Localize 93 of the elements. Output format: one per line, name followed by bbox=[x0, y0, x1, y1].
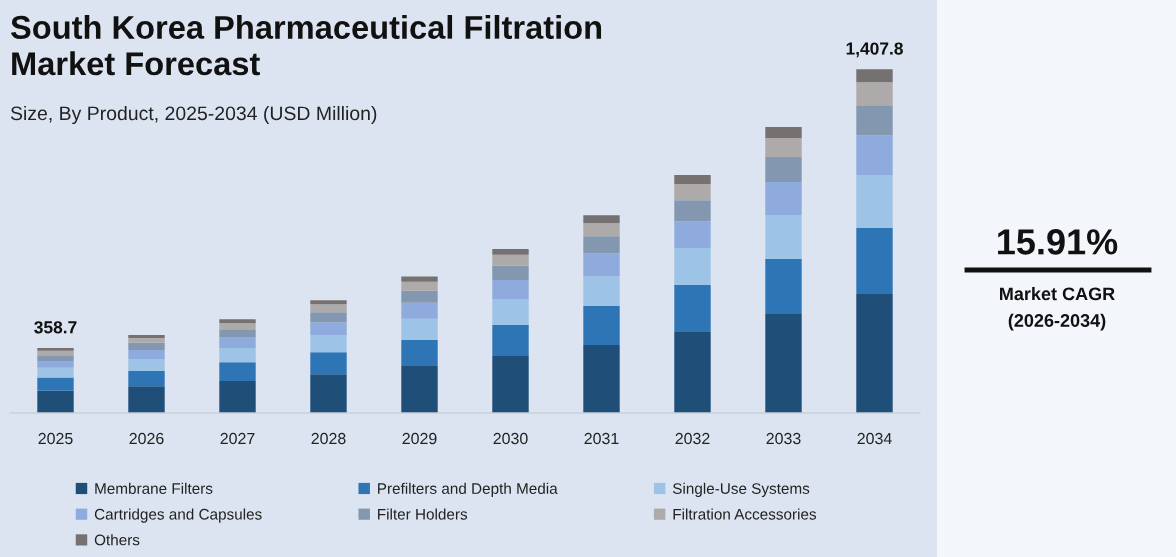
bar bbox=[674, 184, 711, 201]
bar bbox=[856, 294, 893, 413]
bar bbox=[37, 367, 74, 378]
bar bbox=[128, 371, 165, 387]
legend-label: Single-Use Systems bbox=[672, 482, 810, 497]
legend-label: Membrane Filters bbox=[95, 482, 213, 494]
bar bbox=[856, 135, 893, 176]
annotation: 1,407.8 bbox=[846, 42, 903, 58]
x-tick-label: 2030 bbox=[493, 432, 528, 445]
bar bbox=[401, 318, 438, 340]
bar bbox=[219, 337, 256, 349]
x-tick-label: 2033 bbox=[766, 432, 801, 445]
bar bbox=[219, 348, 256, 363]
x-tick-label: 2031 bbox=[584, 432, 619, 445]
bar bbox=[401, 281, 438, 291]
text: Size, By Product, 2025-2034 (USD Million) bbox=[10, 105, 377, 125]
x-tick-label: 2025 bbox=[38, 432, 73, 445]
bar bbox=[856, 175, 893, 229]
legend-label: Prefilters and Depth Media bbox=[378, 482, 558, 497]
x-tick-label: 2032 bbox=[675, 432, 710, 445]
bar bbox=[310, 374, 347, 413]
bar bbox=[37, 377, 74, 391]
bar bbox=[219, 319, 256, 324]
bar bbox=[583, 236, 620, 254]
x-tick-label: 2034 bbox=[857, 432, 892, 445]
bar bbox=[856, 69, 893, 83]
bar bbox=[219, 329, 256, 338]
bar bbox=[674, 200, 711, 222]
bar bbox=[401, 276, 438, 282]
legend-label: Filtration Accessories bbox=[673, 508, 817, 520]
bar bbox=[128, 334, 165, 339]
annotation: 358.7 bbox=[34, 321, 77, 334]
bar bbox=[583, 306, 620, 345]
bar bbox=[583, 253, 620, 277]
bar bbox=[492, 249, 529, 255]
text: 15.91% bbox=[998, 229, 1118, 255]
bar bbox=[310, 312, 347, 323]
bar bbox=[219, 381, 256, 413]
chart-title: South Korea Pharmaceutical Filtration Market Forecast bbox=[10, 15, 602, 76]
bar bbox=[401, 290, 438, 303]
bar bbox=[674, 285, 711, 332]
bar bbox=[856, 105, 893, 136]
bar bbox=[674, 221, 711, 248]
bar bbox=[765, 314, 802, 413]
bar bbox=[37, 390, 74, 413]
bar bbox=[310, 322, 347, 336]
bar bbox=[37, 355, 74, 362]
bar bbox=[37, 348, 74, 351]
bar bbox=[492, 265, 529, 280]
bar bbox=[583, 223, 620, 237]
bar bbox=[492, 279, 529, 299]
bar bbox=[37, 350, 74, 356]
bar bbox=[856, 82, 893, 106]
x-tick-label: 2026 bbox=[129, 432, 164, 445]
bar bbox=[765, 182, 802, 215]
bar bbox=[583, 215, 620, 224]
bar bbox=[674, 175, 711, 185]
bar bbox=[765, 127, 802, 138]
bar bbox=[765, 156, 802, 182]
bar bbox=[856, 228, 893, 295]
legend-label: Cartridges and Capsules bbox=[94, 508, 262, 523]
legend-label: Filter Holders bbox=[378, 508, 468, 520]
bar bbox=[310, 352, 347, 375]
bar bbox=[765, 215, 802, 259]
x-tick-label: 2027 bbox=[220, 432, 255, 445]
bar bbox=[492, 325, 529, 356]
bar bbox=[401, 365, 438, 413]
bar bbox=[492, 254, 529, 266]
bar bbox=[310, 335, 347, 353]
text: Market CAGR (2026-2034) bbox=[1000, 287, 1115, 331]
bar bbox=[492, 355, 529, 413]
x-tick-label: 2028 bbox=[311, 432, 346, 445]
bar bbox=[765, 259, 802, 314]
bar bbox=[219, 323, 256, 330]
bar bbox=[128, 386, 165, 413]
bar bbox=[128, 359, 165, 372]
x-tick-label: 2029 bbox=[402, 432, 437, 445]
bar bbox=[128, 338, 165, 343]
bar bbox=[492, 298, 529, 325]
bar bbox=[401, 339, 438, 366]
bar bbox=[765, 138, 802, 157]
bar bbox=[310, 300, 347, 305]
bar bbox=[128, 342, 165, 351]
bar bbox=[310, 304, 347, 313]
legend-label: Others bbox=[94, 534, 140, 546]
bar bbox=[674, 248, 711, 286]
bar bbox=[37, 361, 74, 368]
bar bbox=[583, 276, 620, 307]
bar bbox=[583, 344, 620, 413]
bar bbox=[219, 362, 256, 382]
bar bbox=[401, 302, 438, 319]
bar bbox=[674, 331, 711, 413]
bar bbox=[128, 350, 165, 360]
